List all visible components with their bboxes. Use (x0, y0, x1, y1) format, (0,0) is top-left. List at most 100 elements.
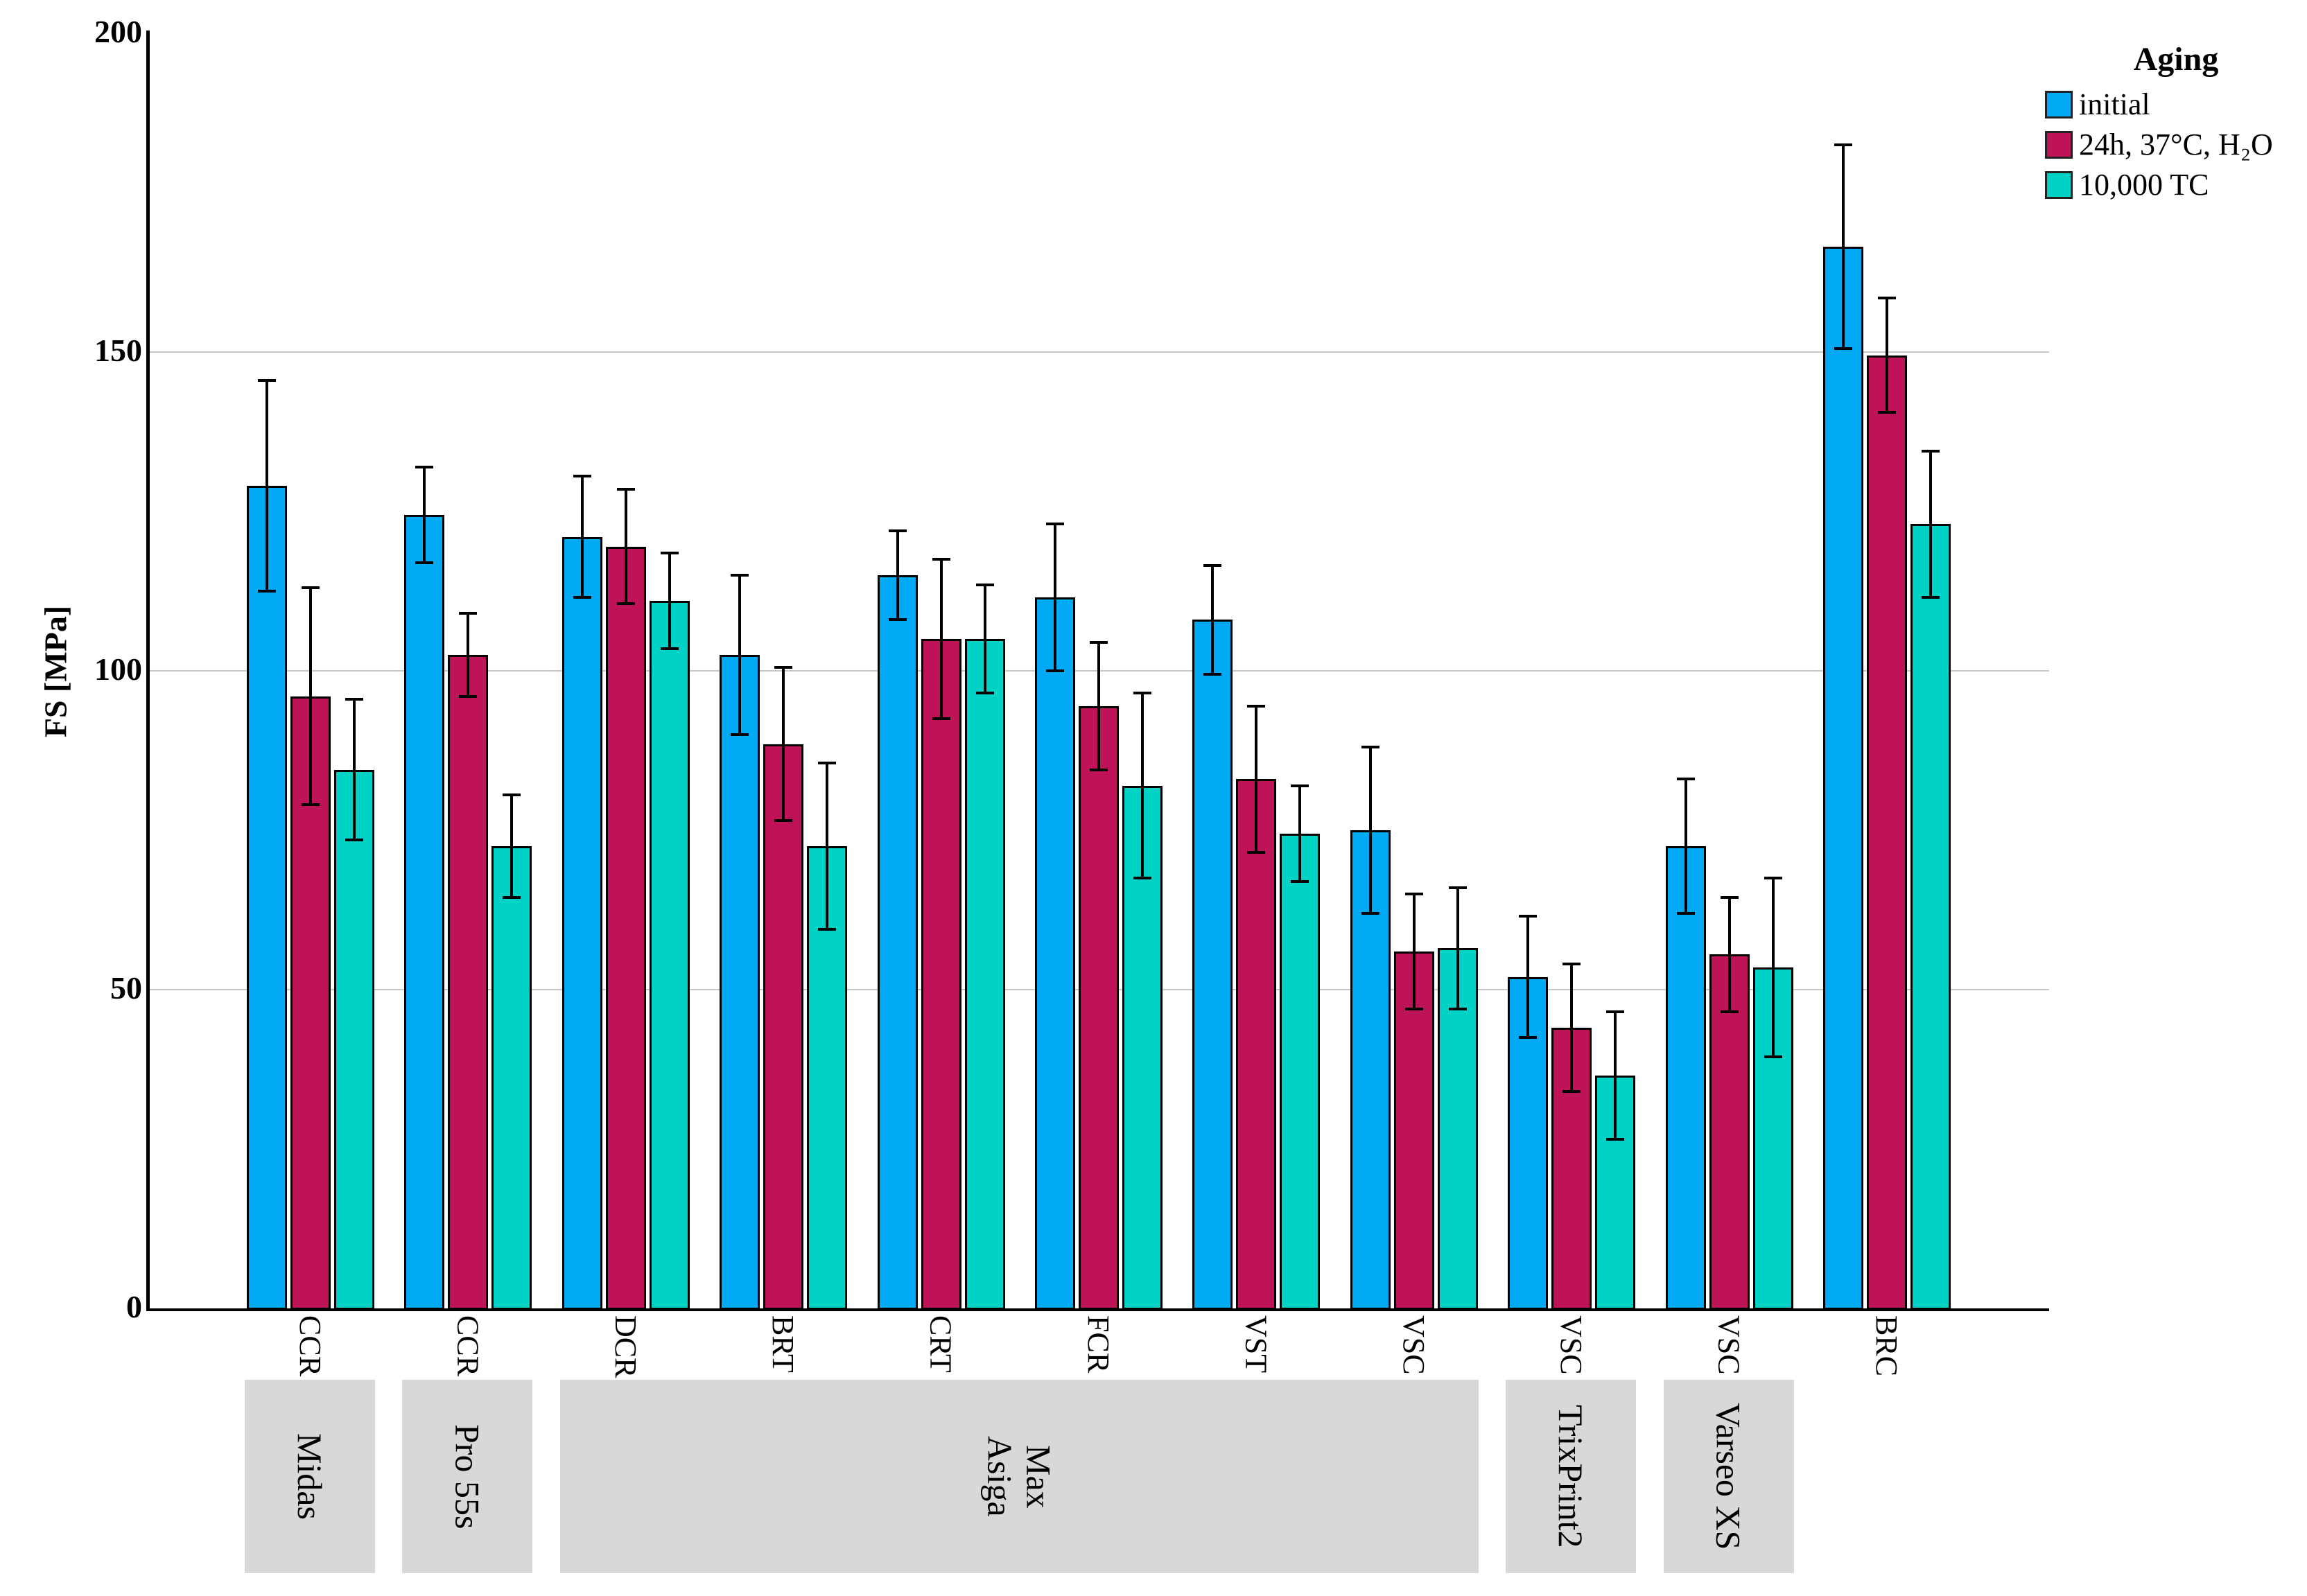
error-bar-cap-top (1878, 296, 1896, 299)
error-bar-cap-top (1606, 1010, 1625, 1014)
error-bar-line (353, 699, 356, 840)
y-gridline (150, 351, 2049, 353)
x-category-label: VSC (1712, 1315, 1746, 1375)
printer-label: Midas (290, 1433, 329, 1520)
error-bar-cap-top (1090, 640, 1108, 644)
error-bar-cap-top (660, 551, 679, 554)
x-category-label: DCR (608, 1315, 643, 1378)
error-bar-cap-bottom (1203, 672, 1222, 676)
error-bar-cap-bottom (1133, 877, 1151, 879)
x-category-label: BRT (766, 1315, 801, 1373)
error-bar-cap-bottom (731, 733, 749, 736)
error-bar-cap-top (345, 698, 363, 701)
bar-CCR-3 (491, 846, 532, 1310)
error-bar-line (782, 667, 785, 821)
bar-BRC-2 (1867, 355, 1907, 1310)
error-bar-line (1842, 145, 1845, 349)
bar-VST-1 (1192, 620, 1233, 1310)
error-bar-cap-bottom (1562, 1090, 1581, 1094)
error-bar-cap-bottom (1090, 768, 1108, 771)
printer-label: Asiga Max (980, 1436, 1059, 1517)
error-bar-cap-bottom (932, 717, 950, 720)
bar-VSC-3 (1595, 1076, 1636, 1310)
x-category-label: FCR (1081, 1315, 1115, 1374)
error-bar-line (1298, 785, 1302, 882)
error-bar-cap-bottom (1676, 911, 1695, 915)
error-bar-cap-bottom (1291, 879, 1309, 883)
error-bar-cap-bottom (503, 895, 521, 899)
printer-box: Midas (245, 1380, 375, 1573)
error-bar-cap-top (731, 574, 749, 577)
legend-label: initial (2079, 87, 2150, 121)
legend-items: initial 24h, 37°C, H₂O 10,000 TC (2045, 88, 2307, 202)
error-bar-cap-bottom (1247, 851, 1266, 854)
error-bar-cap-top (1247, 704, 1266, 708)
bar-BRC-1 (1823, 247, 1863, 1310)
bar-VST-2 (1236, 779, 1277, 1310)
bar-DCR-2 (605, 546, 646, 1310)
error-bar-cap-bottom (1922, 596, 1940, 599)
error-bar-cap-top (1448, 886, 1467, 889)
bar-VSC-2 (1709, 954, 1750, 1310)
bar-DCR-3 (649, 600, 690, 1310)
error-bar-line (1929, 450, 1932, 598)
error-bar-cap-top (774, 666, 793, 669)
error-bar-cap-bottom (258, 590, 276, 593)
bar-BRT-1 (720, 655, 760, 1310)
bar-CRT-1 (877, 575, 918, 1310)
error-bar-line (580, 476, 584, 598)
error-bar-cap-bottom (818, 927, 837, 931)
x-category-label: CRT (923, 1315, 958, 1373)
error-bar-cap-top (1764, 877, 1782, 879)
error-bar-cap-top (932, 558, 950, 561)
bar-BRT-2 (763, 744, 804, 1310)
error-bar-cap-bottom (1519, 1036, 1538, 1039)
error-bar-line (1456, 887, 1459, 1009)
error-bar-line (1570, 964, 1574, 1092)
error-bar-cap-bottom (616, 602, 635, 606)
x-category-label: VST (1239, 1315, 1273, 1374)
error-bar-cap-top (459, 612, 478, 615)
error-bar-cap-bottom (975, 692, 994, 695)
error-bar-cap-top (616, 487, 635, 491)
error-bar-cap-top (1203, 564, 1222, 568)
bar-VST-3 (1280, 833, 1321, 1310)
y-axis (146, 30, 150, 1311)
error-bar-cap-bottom (774, 819, 793, 823)
legend-item: 24h, 37°C, H₂O (2045, 128, 2307, 161)
error-bar-cap-bottom (1720, 1010, 1739, 1014)
bar-CRT-2 (921, 639, 961, 1310)
error-bar-cap-top (1404, 893, 1423, 895)
error-bar-line (265, 380, 268, 591)
y-tick-label: 0 (126, 1289, 142, 1325)
error-bar-line (1211, 565, 1215, 674)
error-bar-cap-top (573, 475, 591, 478)
error-bar-cap-bottom (302, 803, 320, 807)
error-bar-cap-bottom (415, 561, 434, 564)
error-bar-cap-top (415, 465, 434, 468)
error-bar-line (1886, 297, 1888, 413)
error-bar-cap-top (1046, 523, 1064, 526)
error-bar-line (1771, 878, 1775, 1057)
error-bar-line (1255, 705, 1258, 853)
bar-VSC-1 (1665, 846, 1706, 1310)
x-category-label: CCR (451, 1315, 485, 1377)
error-bar-cap-bottom (345, 838, 363, 841)
error-bar-line (1097, 642, 1100, 770)
printer-box: Asiga Max (559, 1380, 1479, 1573)
printer-label: Varseo XS (1709, 1403, 1748, 1550)
error-bar-cap-top (1519, 915, 1538, 918)
error-bar-line (309, 588, 312, 805)
error-bar-line (624, 489, 627, 604)
error-bar-line (1727, 897, 1731, 1012)
x-category-label: VSC (1554, 1315, 1589, 1375)
error-bar-line (1526, 916, 1530, 1037)
error-bar-line (983, 584, 986, 694)
error-bar-line (1368, 747, 1372, 913)
error-bar-cap-top (503, 793, 521, 797)
error-bar-line (896, 530, 899, 620)
error-bar-line (1412, 894, 1416, 1009)
error-bar-line (1614, 1012, 1617, 1140)
printer-box: Varseo XS (1663, 1380, 1794, 1573)
